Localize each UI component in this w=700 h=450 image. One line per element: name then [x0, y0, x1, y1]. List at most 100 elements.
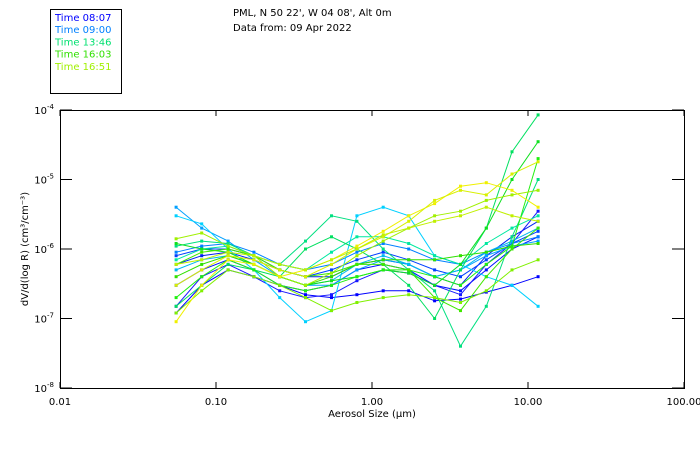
data-point [433, 219, 437, 223]
data-point [484, 258, 488, 262]
data-point [174, 214, 178, 218]
y-tick-label: 10-7 [34, 312, 54, 326]
data-point [484, 268, 488, 272]
data-point [407, 219, 411, 223]
data-point [200, 222, 204, 226]
data-point [381, 239, 385, 243]
data-point [510, 193, 514, 197]
data-point [510, 242, 514, 245]
y-tick-label: 10-8 [34, 381, 54, 395]
data-point [200, 226, 204, 230]
data-point [484, 198, 488, 202]
data-point [355, 258, 359, 262]
data-point [355, 247, 359, 251]
data-point [381, 235, 385, 239]
data-point [459, 209, 462, 213]
data-point [174, 244, 178, 248]
data-point [355, 250, 359, 254]
data-point [536, 113, 540, 117]
data-point [510, 188, 514, 192]
data-point [510, 214, 514, 218]
data-point [330, 309, 333, 313]
data-point [510, 226, 514, 230]
data-point [304, 289, 307, 293]
data-point [355, 214, 359, 218]
data-point [536, 275, 540, 279]
data-point [330, 262, 333, 266]
data-point [484, 254, 488, 258]
data-point [330, 268, 333, 272]
data-point [484, 193, 488, 197]
data-point [355, 254, 359, 258]
data-point [510, 247, 514, 251]
data-point [536, 205, 540, 209]
data-point [536, 188, 540, 192]
legend-box [50, 9, 122, 94]
data-point [459, 184, 462, 188]
plot-area: 0.01 0.10 1.00 10.00 100.00 10-4 10-5 10-6 10-7 1… [34, 103, 700, 408]
data-point [174, 254, 178, 258]
data-point [174, 275, 178, 279]
data-point [407, 226, 411, 230]
data-point [484, 242, 488, 245]
data-point [174, 268, 178, 272]
x-tick-label: 10.00 [514, 397, 543, 408]
data-point [510, 283, 514, 287]
data-point [174, 205, 178, 209]
data-point [330, 279, 333, 283]
data-point [226, 247, 230, 251]
data-point [459, 297, 462, 301]
data-point [226, 239, 230, 243]
series-s19 [174, 181, 540, 324]
data-point [174, 250, 178, 254]
data-point [200, 244, 204, 248]
data-point [355, 262, 359, 266]
data-point [459, 188, 462, 192]
data-point [407, 214, 411, 218]
data-point [174, 258, 178, 262]
data-point [200, 283, 204, 287]
data-point [330, 296, 333, 300]
data-point [278, 289, 282, 293]
data-point [407, 242, 411, 245]
data-point [484, 181, 488, 185]
plot-frame [60, 110, 685, 389]
data-point [330, 293, 333, 297]
data-point [510, 239, 514, 243]
data-point [484, 250, 488, 254]
data-point [381, 289, 385, 293]
data-point [433, 289, 437, 293]
data-point [304, 239, 307, 243]
data-point [226, 244, 230, 248]
data-point [407, 283, 411, 287]
legend-entry: Time 09:00 [54, 25, 111, 36]
legend-entry: Time 16:03 [54, 50, 111, 61]
data-point [407, 247, 411, 251]
y-axis-label: dV/d(log R) (cm³/cm⁻³) [20, 192, 31, 306]
data-point [433, 254, 437, 258]
data-point [433, 198, 437, 202]
legend-entry: Time 13:46 [54, 37, 111, 48]
data-point [381, 254, 385, 258]
data-point [536, 304, 540, 308]
data-point [536, 235, 540, 239]
x-axis-label: Aerosol Size (µm) [328, 409, 416, 420]
data-point [381, 242, 385, 245]
series-s10 [174, 178, 540, 348]
data-point [174, 304, 178, 308]
data-point [536, 160, 540, 164]
data-point [355, 275, 359, 279]
data-point [407, 258, 411, 262]
data-point [174, 283, 178, 287]
data-point [381, 229, 385, 233]
data-point [304, 247, 307, 251]
data-point [510, 172, 514, 176]
data-point [536, 157, 540, 161]
legend-entry: Time 08:07 [54, 13, 111, 24]
data-point [510, 150, 514, 154]
x-tick-label: 100.00 [667, 397, 700, 408]
data-point [174, 242, 178, 245]
data-point [330, 275, 333, 279]
data-point [355, 279, 359, 283]
x-tick-label: 0.10 [205, 397, 227, 408]
